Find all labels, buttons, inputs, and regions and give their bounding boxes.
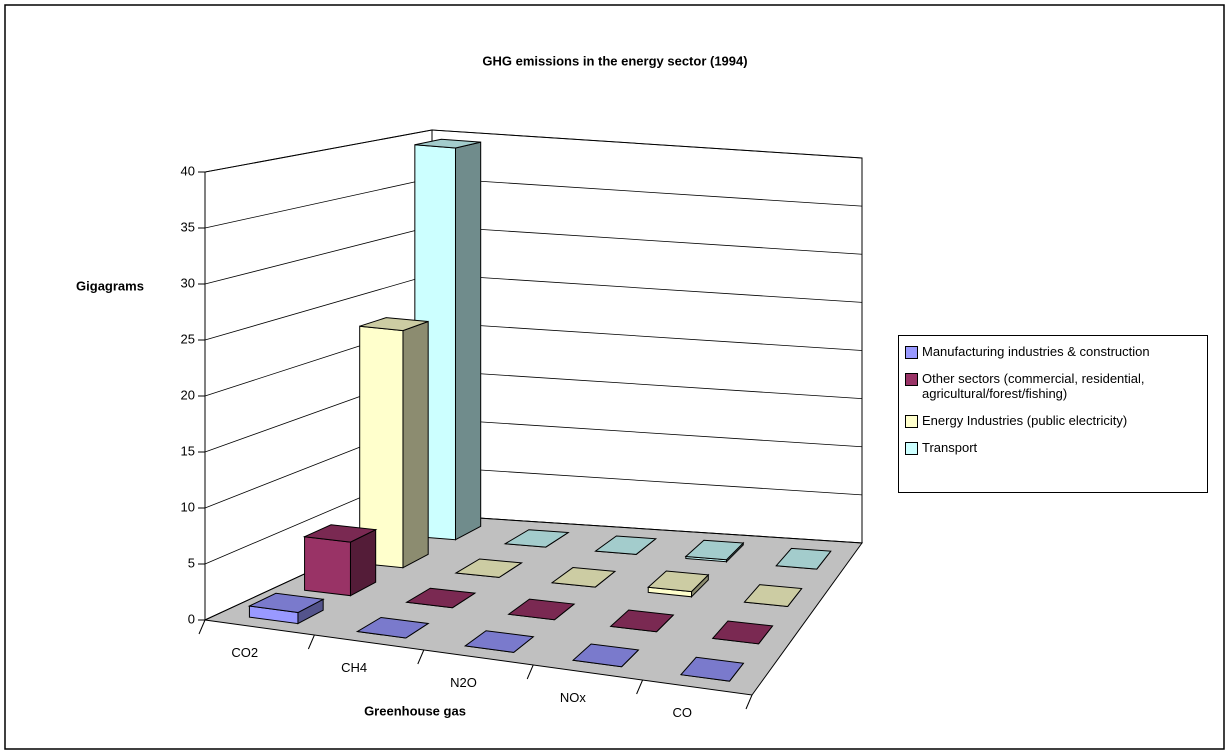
legend-swatch: [905, 442, 918, 455]
bar: [679, 656, 745, 682]
x-tick: [636, 679, 644, 695]
legend-item: Manufacturing industries & construction: [903, 344, 1203, 359]
legend-swatch: [905, 415, 918, 428]
bar-top: [684, 539, 745, 561]
bar-top: [775, 547, 832, 570]
bar-top: [571, 643, 640, 668]
bar: [463, 630, 535, 653]
bar-top: [503, 529, 570, 548]
bar-top: [359, 317, 429, 332]
bar: [550, 567, 617, 588]
x-tick-label: CO: [673, 705, 693, 720]
y-tick-label: 40: [181, 163, 195, 178]
y-tick-label: 35: [181, 219, 195, 234]
legend-swatch: [905, 373, 918, 386]
x-tick: [307, 634, 315, 650]
bar-top: [463, 630, 535, 653]
legend-item: Other sectors (commercial, residential, …: [903, 371, 1203, 401]
legend-item: Energy Industries (public electricity): [903, 413, 1203, 428]
x-tick: [526, 664, 534, 680]
chart-title: GHG emissions in the energy sector (1994…: [482, 53, 747, 68]
bar: [711, 620, 774, 645]
bar-top: [679, 656, 745, 682]
bar-top: [609, 609, 675, 633]
bar-top: [550, 567, 617, 588]
bar-top: [594, 535, 658, 555]
y-axis-title: Gigagrams: [76, 278, 144, 293]
bar-top: [507, 598, 576, 621]
bar: [647, 570, 710, 598]
bar: [247, 592, 325, 625]
legend: Manufacturing industries & construction O…: [898, 335, 1208, 493]
bar: [359, 317, 429, 569]
legend-label: Manufacturing industries & construction: [922, 344, 1150, 359]
bar: [684, 539, 745, 563]
bar: [571, 643, 640, 668]
bar: [355, 616, 430, 639]
bar-top: [743, 584, 803, 607]
bar-side: [402, 320, 429, 569]
bar: [405, 587, 477, 609]
y-tick-label: 0: [188, 611, 195, 626]
legend-label: Energy Industries (public electricity): [922, 413, 1128, 428]
bar-top: [355, 616, 430, 639]
bar: [594, 535, 658, 555]
legend-label: Other sectors (commercial, residential, …: [922, 371, 1145, 401]
x-tick-label: N2O: [450, 675, 477, 690]
bar-top: [247, 592, 325, 614]
y-tick-label: 15: [181, 443, 195, 458]
x-axis-title: Greenhouse gas: [364, 703, 466, 718]
bar: [743, 584, 803, 607]
grid-line: [204, 129, 863, 173]
bar-top: [711, 620, 774, 645]
bar: [454, 558, 524, 578]
y-tick-label: 10: [181, 499, 195, 514]
y-tick-label: 30: [181, 275, 195, 290]
y-tick-label: 25: [181, 331, 195, 346]
bar-top: [647, 570, 710, 593]
y-tick-label: 20: [181, 387, 195, 402]
bar: [503, 529, 570, 548]
legend-item: Transport: [903, 440, 1203, 455]
x-tick: [417, 649, 425, 665]
x-tick-label: CH4: [341, 660, 367, 675]
x-tick-label: NOx: [560, 690, 587, 705]
bar-top: [302, 524, 378, 543]
bar-top: [454, 558, 524, 578]
y-tick-label: 5: [188, 555, 195, 570]
bar-top: [405, 587, 477, 609]
x-tick-label: CO2: [231, 645, 258, 660]
bar: [609, 609, 675, 633]
legend-label: Transport: [922, 440, 978, 455]
bar-side: [454, 141, 482, 541]
bar-front: [304, 536, 351, 597]
x-tick: [198, 619, 206, 635]
x-tick: [745, 694, 753, 710]
bar: [507, 598, 576, 621]
bar: [302, 524, 378, 597]
bar-top: [414, 138, 481, 149]
bar: [775, 547, 832, 570]
legend-swatch: [905, 346, 918, 359]
